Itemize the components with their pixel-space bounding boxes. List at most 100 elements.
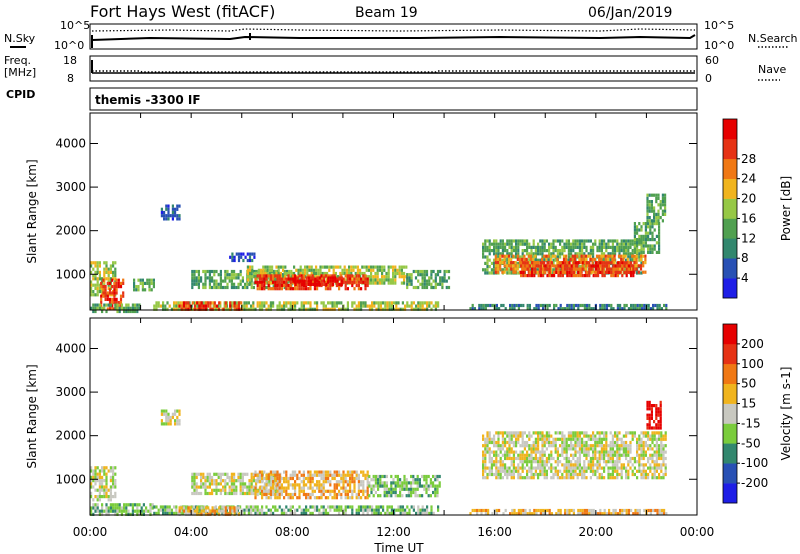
power-echo-cell (133, 285, 136, 289)
velocity-echo-cell (165, 419, 168, 423)
velocity-echo-cell (517, 469, 520, 473)
power-echo-cell (430, 269, 433, 274)
power-echo-cell (561, 249, 564, 253)
velocity-echo-cell (570, 469, 573, 473)
power-echo-cell (646, 203, 649, 207)
power-echo-cell (527, 261, 530, 265)
power-echo-cell (103, 267, 106, 271)
velocity-echo-cell (263, 489, 266, 493)
power-echo-cell (646, 209, 649, 213)
velocity-echo-cell (614, 453, 617, 457)
velocity-echo-cell (554, 447, 557, 451)
power-echo-cell (103, 270, 106, 274)
power-echo-cell (319, 268, 322, 272)
power-echo-cell (206, 276, 209, 280)
velocity-echo-cell (211, 479, 214, 483)
power-echo-cell (263, 277, 266, 281)
power-echo-cell (302, 304, 305, 308)
power-echo-cell (323, 265, 326, 269)
power-echo-cell (327, 283, 330, 288)
velocity-echo-cell (329, 480, 332, 484)
velocity-echo-cell (261, 473, 264, 477)
power-echo-cell (608, 267, 611, 271)
power-echo-cell (344, 307, 347, 311)
power-echo-cell (141, 288, 144, 292)
velocity-echo-cell (346, 473, 349, 477)
velocity-echo-cell (327, 470, 330, 474)
power-echo-cell (634, 303, 637, 308)
velocity-echo-cell (640, 456, 643, 461)
velocity-echo-cell (252, 508, 255, 512)
velocity-echo-cell (545, 472, 548, 477)
velocity-echo-cell (419, 511, 422, 515)
velocity-echo-cell (267, 476, 270, 481)
power-echo-cell (515, 252, 518, 256)
power-echo-cell (623, 303, 626, 308)
power-echo-cell (278, 304, 281, 308)
power-echo-cell (208, 276, 211, 280)
velocity-echo-cell (523, 444, 526, 448)
velocity-echo-cell (598, 434, 601, 438)
velocity-echo-cell (550, 440, 553, 445)
power-echo-cell (614, 245, 617, 249)
power-echo-cell (601, 274, 604, 278)
power-echo-cell (219, 269, 222, 274)
velocity-echo-cell (114, 506, 117, 510)
power-echo-cell (600, 242, 603, 246)
velocity-echo-cell (109, 475, 112, 479)
velocity-echo-cell (572, 434, 575, 438)
velocity-echo-cell (638, 440, 641, 445)
velocity-echo-cell (277, 479, 280, 483)
velocity-echo-cell (561, 453, 564, 457)
power-echo-cell (378, 268, 381, 272)
power-echo-cell (658, 238, 661, 242)
velocity-echo-cell (539, 450, 542, 454)
velocity-echo-cell (327, 473, 330, 477)
velocity-echo-cell (554, 440, 557, 445)
velocity-echo-cell (482, 472, 485, 477)
freq-tick-high: 18 (63, 54, 77, 67)
power-echo-cell (496, 261, 500, 265)
velocity-echo-cell (136, 509, 139, 513)
power-echo-cell (594, 242, 597, 246)
power-echo-cell (566, 307, 569, 311)
velocity-echo-cell (596, 460, 599, 464)
velocity-echo-cell (567, 456, 570, 461)
velocity-echo-cell (169, 415, 172, 420)
velocity-echo-cell (495, 460, 498, 464)
velocity-echo-cell (576, 437, 579, 441)
velocity-echo-cell (272, 476, 275, 481)
power-echo-cell (175, 307, 178, 311)
velocity-echo-cell (640, 440, 643, 445)
power-echo-cell (594, 261, 597, 265)
velocity-echo-cell (510, 431, 513, 435)
power-echo-cell (274, 283, 277, 288)
power-echo-cell (160, 207, 163, 211)
velocity-echo-cell (302, 492, 305, 497)
velocity-echo-cell (574, 434, 577, 438)
power-echo-cell (657, 219, 660, 223)
velocity-echo-cell (92, 512, 95, 516)
velocity-echo-cell (265, 476, 268, 481)
power-echo-cell (310, 268, 313, 272)
velocity-echo-cell (90, 479, 93, 483)
power-echo-cell (312, 276, 315, 280)
power-echo-cell (545, 239, 548, 243)
velocity-echo-cell (600, 466, 603, 470)
velocity-echo-cell (541, 444, 544, 448)
power-echo-cell (629, 258, 632, 262)
power-echo-cell (524, 261, 527, 265)
power-echo-cell (285, 269, 288, 274)
velocity-echo-cell (244, 485, 247, 489)
velocity-echo-cell (263, 476, 266, 481)
velocity-echo-cell (421, 474, 424, 479)
velocity-echo-cell (320, 473, 323, 477)
velocity-echo-cell (165, 422, 168, 426)
velocity-echo-cell (241, 491, 244, 496)
velocity-echo-cell (512, 431, 515, 435)
power-echo-cell (509, 307, 512, 311)
velocity-echo-cell (302, 476, 305, 481)
power-echo-cell (346, 277, 349, 281)
velocity-echo-cell (268, 491, 271, 496)
power-echo-cell (300, 274, 303, 278)
